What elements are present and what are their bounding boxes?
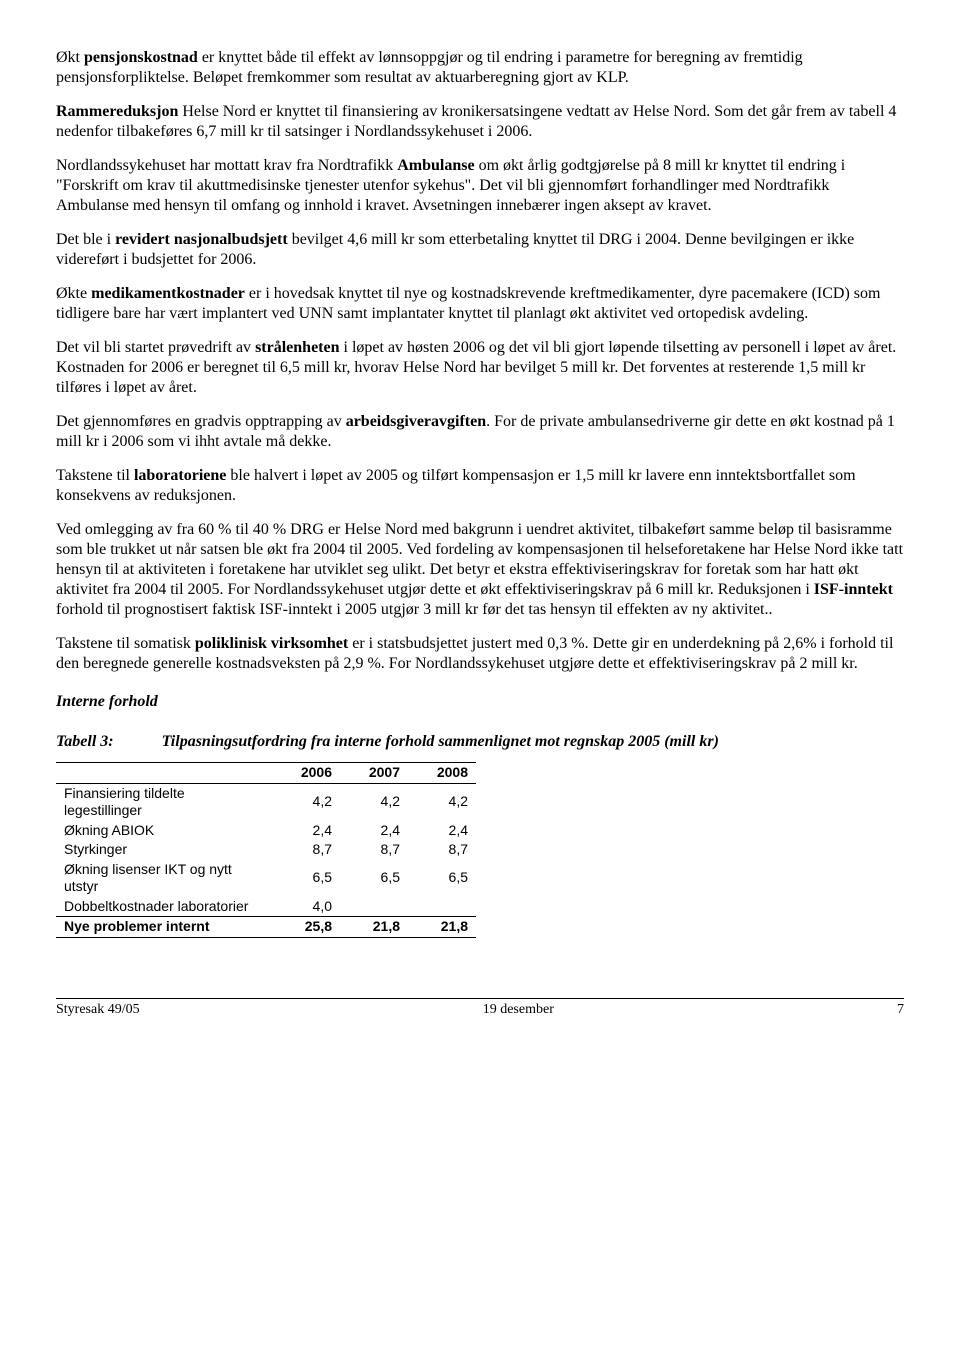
table-sum-row: Nye problemer internt 25,8 21,8 21,8 bbox=[56, 917, 476, 938]
footer-left: Styresak 49/05 bbox=[56, 1001, 140, 1019]
col-blank bbox=[56, 763, 272, 784]
col-2008: 2008 bbox=[408, 763, 476, 784]
table-row: Styrkinger 8,7 8,7 8,7 bbox=[56, 840, 476, 860]
table-row: Dobbeltkostnader laboratorier 4,0 bbox=[56, 897, 476, 917]
table-caption-row: Tabell 3: Tilpasningsutfordring fra inte… bbox=[56, 732, 904, 752]
table-header-row: 2006 2007 2008 bbox=[56, 763, 476, 784]
col-2007: 2007 bbox=[340, 763, 408, 784]
table-wrapper: 2006 2007 2008 Finansiering tildelte leg… bbox=[56, 762, 476, 938]
footer-right: 7 bbox=[897, 1001, 904, 1019]
paragraph-pension: Økt pensjonskostnad er knyttet både til … bbox=[56, 48, 904, 88]
section-heading-interne: Interne forhold bbox=[56, 692, 904, 712]
paragraph-rammereduksjon: Rammereduksjon Helse Nord er knyttet til… bbox=[56, 102, 904, 142]
paragraph-poliklinisk: Takstene til somatisk poliklinisk virkso… bbox=[56, 634, 904, 674]
paragraph-lab: Takstene til laboratoriene ble halvert i… bbox=[56, 466, 904, 506]
paragraph-medikament: Økte medikamentkostnader er i hovedsak k… bbox=[56, 284, 904, 324]
paragraph-revidert: Det ble i revidert nasjonalbudsjett bevi… bbox=[56, 230, 904, 270]
col-2006: 2006 bbox=[272, 763, 340, 784]
page-footer: Styresak 49/05 19 desember 7 bbox=[56, 998, 904, 1019]
table-row: Økning lisenser IKT og nytt utstyr 6,5 6… bbox=[56, 860, 476, 897]
table-row: Økning ABIOK 2,4 2,4 2,4 bbox=[56, 821, 476, 841]
paragraph-strale: Det vil bli startet prøvedrift av stråle… bbox=[56, 338, 904, 398]
paragraph-isf: Ved omlegging av fra 60 % til 40 % DRG e… bbox=[56, 520, 904, 620]
paragraph-ambulanse: Nordlandssykehuset har mottatt krav fra … bbox=[56, 156, 904, 216]
table-interne: 2006 2007 2008 Finansiering tildelte leg… bbox=[56, 762, 476, 938]
paragraph-arbeidsgiver: Det gjennomføres en gradvis opptrapping … bbox=[56, 412, 904, 452]
table-label: Tabell 3: bbox=[56, 732, 114, 752]
table-caption: Tilpasningsutfordring fra interne forhol… bbox=[162, 732, 719, 752]
table-row: Finansiering tildelte legestillinger 4,2… bbox=[56, 783, 476, 821]
footer-mid: 19 desember bbox=[483, 1001, 554, 1019]
